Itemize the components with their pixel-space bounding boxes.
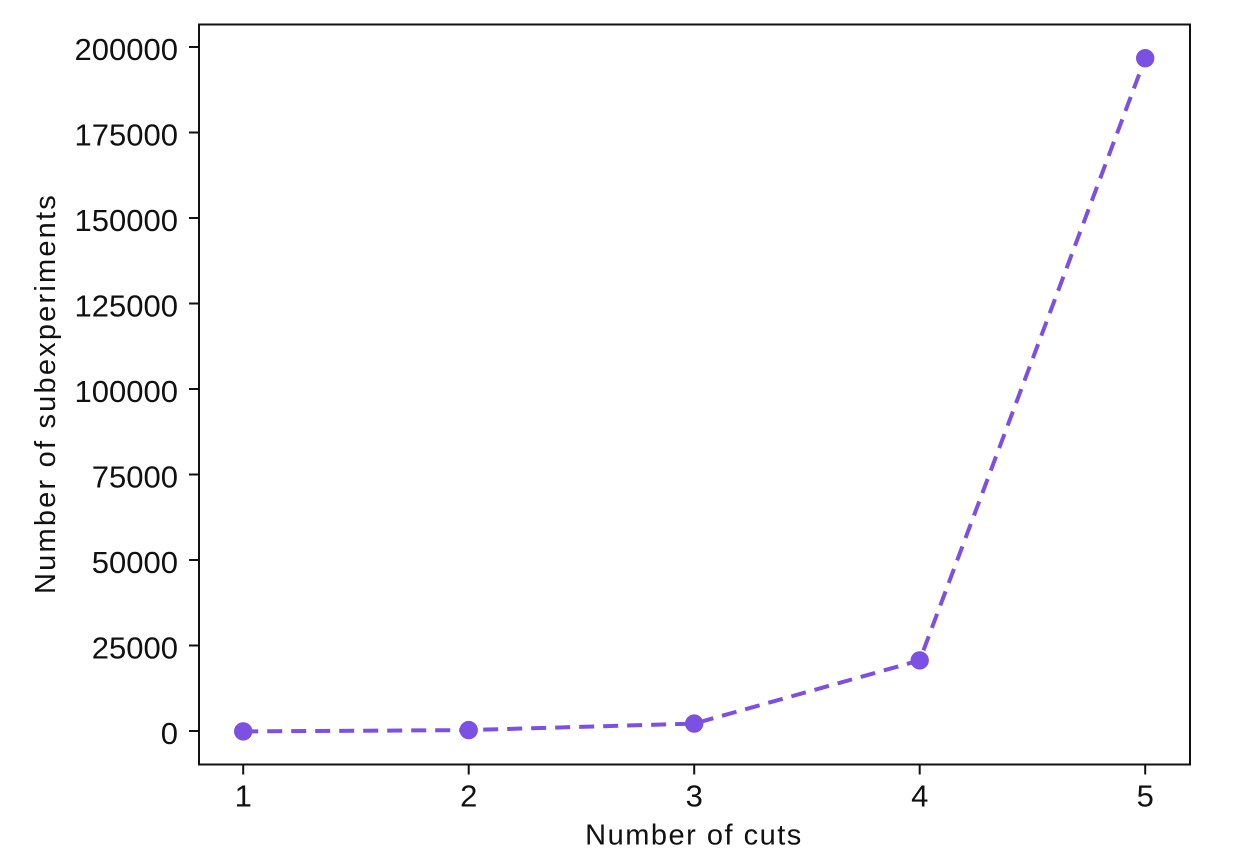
svg-text:4: 4: [911, 779, 928, 814]
svg-text:1: 1: [235, 779, 252, 814]
svg-text:25000: 25000: [92, 631, 178, 666]
svg-text:0: 0: [161, 716, 178, 751]
svg-text:200000: 200000: [75, 32, 178, 67]
svg-text:3: 3: [686, 779, 703, 814]
svg-text:Number of subexperiments: Number of subexperiments: [30, 193, 62, 594]
svg-text:100000: 100000: [75, 374, 178, 409]
svg-text:150000: 150000: [75, 203, 178, 238]
svg-text:50000: 50000: [92, 545, 178, 580]
svg-text:125000: 125000: [75, 289, 178, 324]
svg-text:2: 2: [460, 779, 477, 814]
svg-text:Number of cuts: Number of cuts: [585, 820, 803, 852]
svg-text:175000: 175000: [75, 118, 178, 153]
svg-text:75000: 75000: [92, 460, 178, 495]
svg-text:5: 5: [1137, 779, 1154, 814]
